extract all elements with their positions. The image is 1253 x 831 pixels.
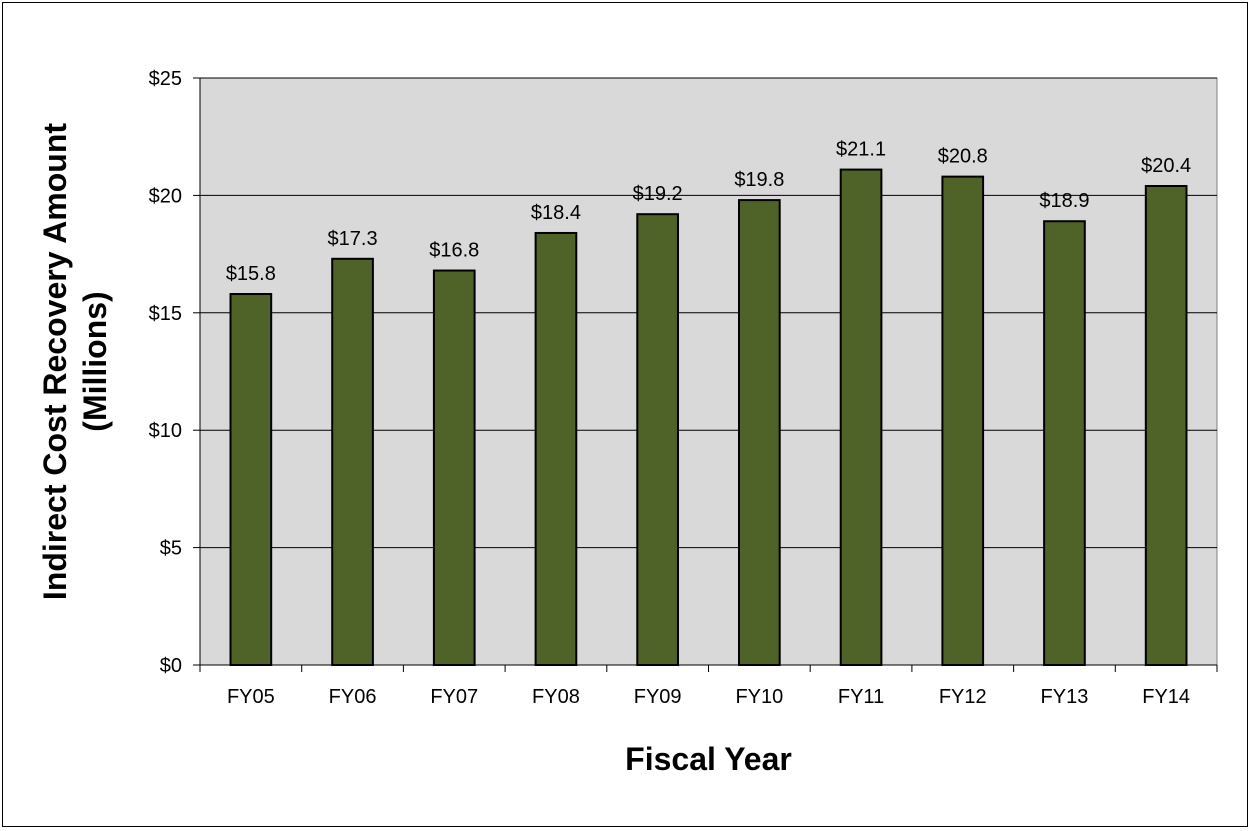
data-label-fy06: $17.3 (328, 228, 378, 250)
bar-fy10 (738, 199, 781, 666)
x-tick-label: FY09 (634, 686, 682, 708)
bar-fy09 (636, 213, 679, 667)
data-labels: $15.8 $17.3 $16.8 $18.4 $19.2 $19.8 $21.1 $20.8… (226, 139, 1191, 285)
y-tick-label: $10 (149, 420, 182, 442)
bar-fy11 (839, 168, 883, 667)
x-tick-label: FY13 (1041, 686, 1089, 708)
bar-fy12 (941, 175, 985, 666)
bar-fy13 (1043, 220, 1086, 666)
y-tick-label: $20 (149, 185, 182, 207)
bars (229, 168, 1188, 667)
axes: $0 $5 $10 $15 $20 $25 FY05 FY06 FY07 FY08 FY09 FY10… (149, 68, 1218, 708)
data-label-fy14: $20.4 (1141, 155, 1191, 177)
bar-fy07 (432, 269, 476, 666)
y-tick-label: $0 (160, 655, 182, 677)
data-label-fy09: $19.2 (633, 183, 683, 205)
bar-fy05 (229, 293, 273, 666)
y-tick-label: $5 (160, 538, 182, 560)
bar-fy08 (534, 231, 578, 667)
x-tick-label: FY08 (532, 686, 580, 708)
y-tick-label: $15 (149, 303, 182, 325)
y-axis-title-line-2: (Millions) (77, 291, 113, 431)
bar-fy06 (331, 257, 374, 666)
data-label-fy13: $18.9 (1039, 190, 1089, 212)
data-label-fy05: $15.8 (226, 263, 276, 285)
data-label-fy07: $16.8 (429, 240, 479, 262)
x-tick-label: FY05 (227, 686, 275, 708)
data-label-fy11: $21.1 (836, 139, 886, 161)
x-axis-title: Fiscal Year (625, 741, 792, 777)
x-tick-label: FY11 (838, 686, 884, 708)
bar-fy14 (1144, 185, 1188, 666)
data-label-fy08: $18.4 (531, 202, 581, 224)
x-tick-label: FY14 (1142, 686, 1190, 708)
x-tick-label: FY10 (735, 686, 783, 708)
y-tick-label: $25 (149, 68, 182, 90)
y-axis-title-line-1: Indirect Cost Recovery Amount (37, 123, 73, 600)
x-tick-label: FY06 (329, 686, 377, 708)
x-tick-label: FY07 (430, 686, 478, 708)
data-label-fy12: $20.8 (938, 146, 988, 168)
data-label-fy10: $19.8 (734, 169, 784, 191)
x-tick-label: FY12 (939, 686, 987, 708)
